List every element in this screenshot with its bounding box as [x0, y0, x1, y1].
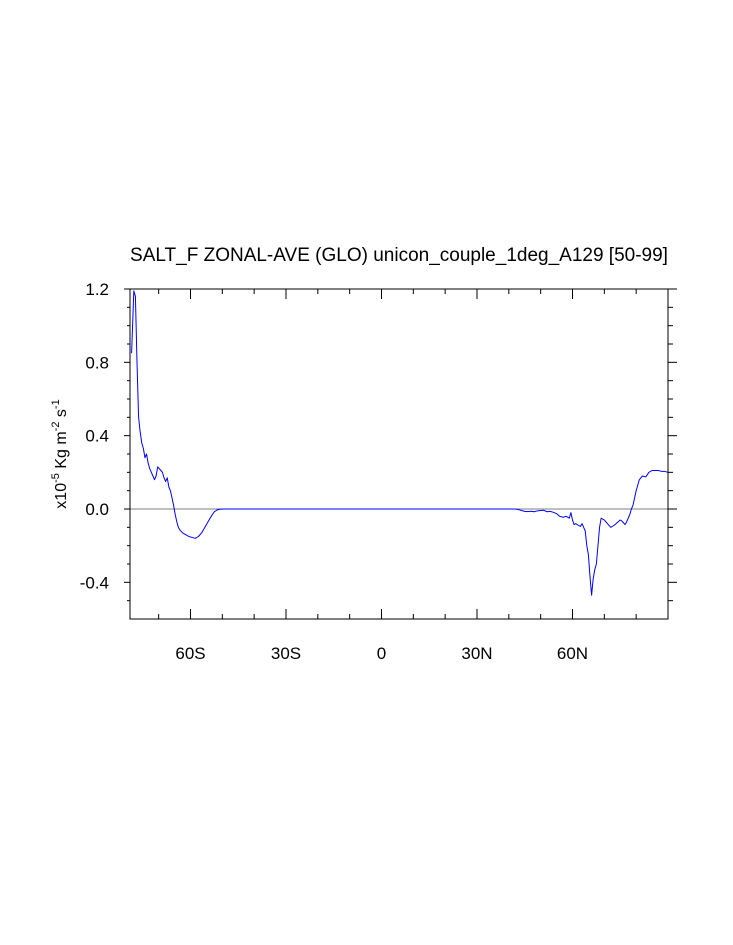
y-axis-label: x10-5 Kg m-2 s-1	[50, 399, 70, 508]
x-tick-label: 30N	[461, 644, 492, 663]
y-label-units-b: s	[53, 409, 70, 421]
chart-title: SALT_F ZONAL-AVE (GLO) unicon_couple_1de…	[130, 245, 668, 266]
tick-labels: 60S 30S 0 30N 60N 1.2 0.8 0.4 0.0 -0.4	[80, 280, 588, 663]
y-tick-label: -0.4	[80, 573, 109, 592]
x-tick-label: 60N	[557, 644, 588, 663]
y-tick-label: 0.0	[85, 500, 109, 519]
y-tick-label: 0.4	[85, 427, 109, 446]
y-label-prefix: x10	[53, 483, 70, 509]
y-label-units-exp-a: -2	[50, 422, 62, 432]
y-label-units-exp-b: -1	[50, 399, 62, 409]
series-line-0	[131, 290, 669, 596]
x-tick-label: 60S	[175, 644, 205, 663]
y-tick-label: 0.8	[85, 353, 109, 372]
plot-frame	[129, 288, 669, 620]
x-tick-label: 0	[377, 644, 386, 663]
x-tick-label: 30S	[271, 644, 301, 663]
y-tick-label: 1.2	[85, 280, 109, 299]
y-label-exponent: -5	[50, 473, 62, 483]
series-layer	[131, 290, 669, 596]
y-label-units-a: Kg m	[53, 431, 70, 473]
tick-marks	[124, 288, 677, 619]
